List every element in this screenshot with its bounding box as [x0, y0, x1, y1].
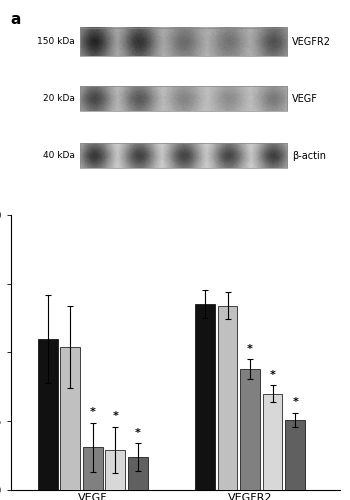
Bar	[83, 448, 103, 490]
Text: 150 kDa: 150 kDa	[37, 38, 75, 46]
Text: VEGF: VEGF	[292, 94, 318, 104]
Text: a: a	[10, 12, 21, 27]
Text: 40 kDa: 40 kDa	[43, 151, 75, 160]
Text: *: *	[270, 370, 275, 380]
Bar	[79, 143, 287, 168]
Bar	[38, 338, 57, 490]
Text: *: *	[135, 428, 141, 438]
Text: *: *	[247, 344, 253, 354]
Bar	[240, 369, 260, 490]
Bar	[218, 306, 237, 490]
Text: VEGFR2: VEGFR2	[292, 37, 331, 47]
Bar	[285, 420, 305, 490]
Bar	[105, 450, 125, 490]
Bar	[128, 457, 148, 490]
Bar	[79, 86, 287, 111]
Text: 20 kDa: 20 kDa	[43, 94, 75, 104]
Text: β-actin: β-actin	[292, 150, 326, 160]
Text: *: *	[90, 407, 96, 417]
Text: *: *	[112, 411, 118, 421]
Bar	[61, 347, 80, 490]
Bar	[79, 28, 287, 56]
Bar	[195, 304, 215, 490]
Text: *: *	[292, 398, 298, 407]
Bar	[263, 394, 282, 490]
